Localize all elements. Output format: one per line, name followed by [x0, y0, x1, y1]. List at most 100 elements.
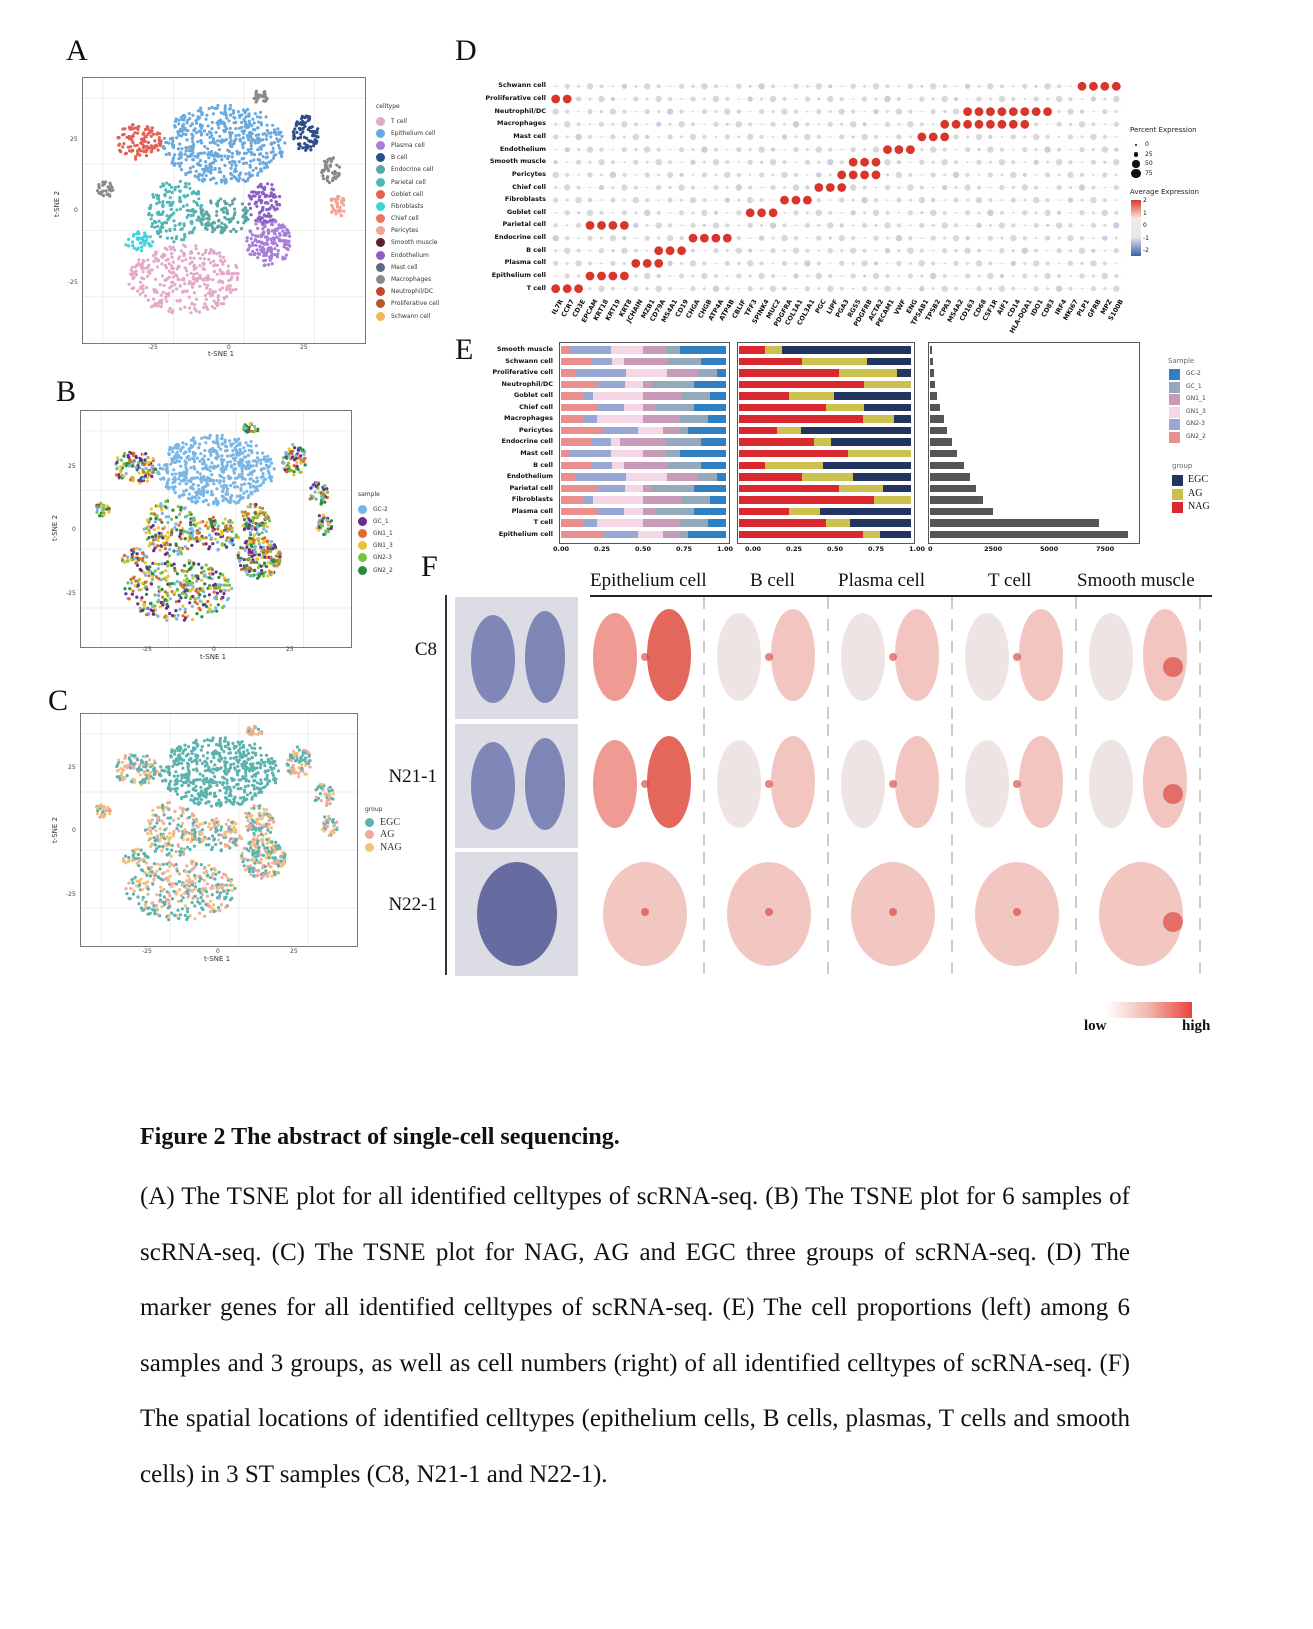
tsne-point — [186, 589, 190, 593]
tsne-point — [182, 489, 186, 493]
tsne-point — [260, 451, 265, 455]
tsne-point — [167, 262, 171, 266]
tsne-point — [182, 773, 186, 777]
tsne-point — [186, 807, 190, 811]
tsne-point — [298, 470, 302, 474]
tsne-point — [273, 759, 277, 764]
tsne-point — [232, 468, 236, 472]
tsne-point — [198, 273, 202, 278]
tsne-point — [256, 148, 260, 152]
tsne-point — [157, 535, 161, 539]
tsne-point — [149, 134, 153, 138]
tsne-point — [276, 249, 280, 253]
tsne-point — [148, 874, 153, 878]
tsne-point — [149, 203, 153, 207]
tsne-point — [139, 783, 143, 787]
tsne-point — [158, 518, 162, 522]
celltype-legend-label: Plasma cell — [391, 141, 425, 149]
tsne-point — [262, 455, 266, 459]
tsne-point — [207, 214, 211, 218]
tsne-point — [228, 130, 232, 135]
sample-legend-swatch — [358, 553, 367, 563]
tsne-point — [158, 914, 162, 918]
tsne-b-xlabel: t-SNE 1 — [200, 653, 227, 661]
tsne-point — [132, 889, 136, 893]
tsne-point — [247, 119, 251, 123]
tsne-point — [187, 231, 192, 235]
tsne-point — [230, 151, 234, 156]
tsne-point — [209, 518, 213, 522]
tsne-point — [298, 456, 302, 460]
tsne-point — [242, 846, 246, 850]
tsne-point — [168, 152, 172, 156]
tsne-point — [223, 517, 227, 521]
tsne-point — [181, 821, 185, 825]
tsne-point — [220, 208, 224, 212]
tsne-point — [178, 189, 182, 193]
tsne-point — [145, 235, 149, 239]
tsne-point — [210, 893, 214, 897]
tsne-point — [255, 98, 259, 102]
tsne-point — [177, 477, 181, 481]
tsne-point — [220, 433, 224, 437]
tsne-point — [237, 173, 241, 177]
tsne-point — [293, 771, 297, 775]
tsne-point — [150, 535, 154, 539]
tsne-point — [166, 520, 170, 525]
tsne-point — [260, 240, 264, 244]
tsne-point — [171, 450, 175, 454]
tsne-point — [229, 879, 233, 883]
tsne-point — [214, 449, 219, 453]
tsne-point — [253, 767, 257, 771]
tsne-point — [216, 219, 221, 223]
tsne-point — [156, 504, 160, 508]
tsne-point — [293, 753, 297, 757]
tsne-point — [252, 533, 257, 537]
tsne-point — [224, 873, 228, 877]
tsne-point — [168, 582, 172, 586]
tsne-point — [265, 838, 269, 842]
tsne-point — [190, 137, 194, 141]
tsne-point — [265, 846, 269, 850]
tsne-point — [147, 473, 151, 477]
tsne-point — [138, 606, 142, 610]
sample-legend-item: GC_1 — [358, 515, 393, 527]
tsne-point — [241, 860, 245, 864]
tsne-point — [158, 867, 162, 871]
tsne-point — [264, 258, 268, 262]
tsne-point — [201, 217, 205, 222]
tsne-point — [225, 454, 229, 458]
tsne-point — [261, 853, 266, 857]
tsne-point — [166, 594, 170, 598]
tsne-point — [216, 103, 220, 108]
tsne-point — [200, 566, 204, 570]
tsne-point — [135, 236, 139, 240]
tsne-point — [266, 574, 270, 578]
tsne-point — [261, 506, 265, 510]
tsne-point — [193, 796, 197, 800]
tsne-point — [299, 135, 303, 140]
tsne-point — [260, 555, 264, 559]
tsne-point — [184, 772, 188, 776]
tsne-point — [115, 769, 120, 773]
tsne-point — [158, 227, 162, 231]
celltype-legend-swatch — [376, 140, 385, 150]
tsne-point — [233, 886, 237, 891]
tsne-point — [185, 138, 189, 142]
tsne-point — [226, 883, 230, 887]
tsne-point — [204, 479, 208, 483]
tsne-point — [172, 829, 176, 833]
tsne-point — [125, 892, 129, 896]
tsne-point — [164, 877, 168, 881]
tsne-point — [176, 185, 181, 189]
tsne-point — [195, 756, 199, 760]
tsne-point — [125, 773, 129, 778]
tsne-point — [222, 576, 226, 580]
tsne-point — [191, 482, 196, 487]
tsne-point — [158, 143, 162, 148]
tsne-point — [222, 750, 226, 754]
tsne-point — [105, 192, 109, 196]
tsne-point — [154, 813, 158, 817]
tsne-point — [134, 126, 138, 130]
tsne-point — [189, 566, 193, 570]
